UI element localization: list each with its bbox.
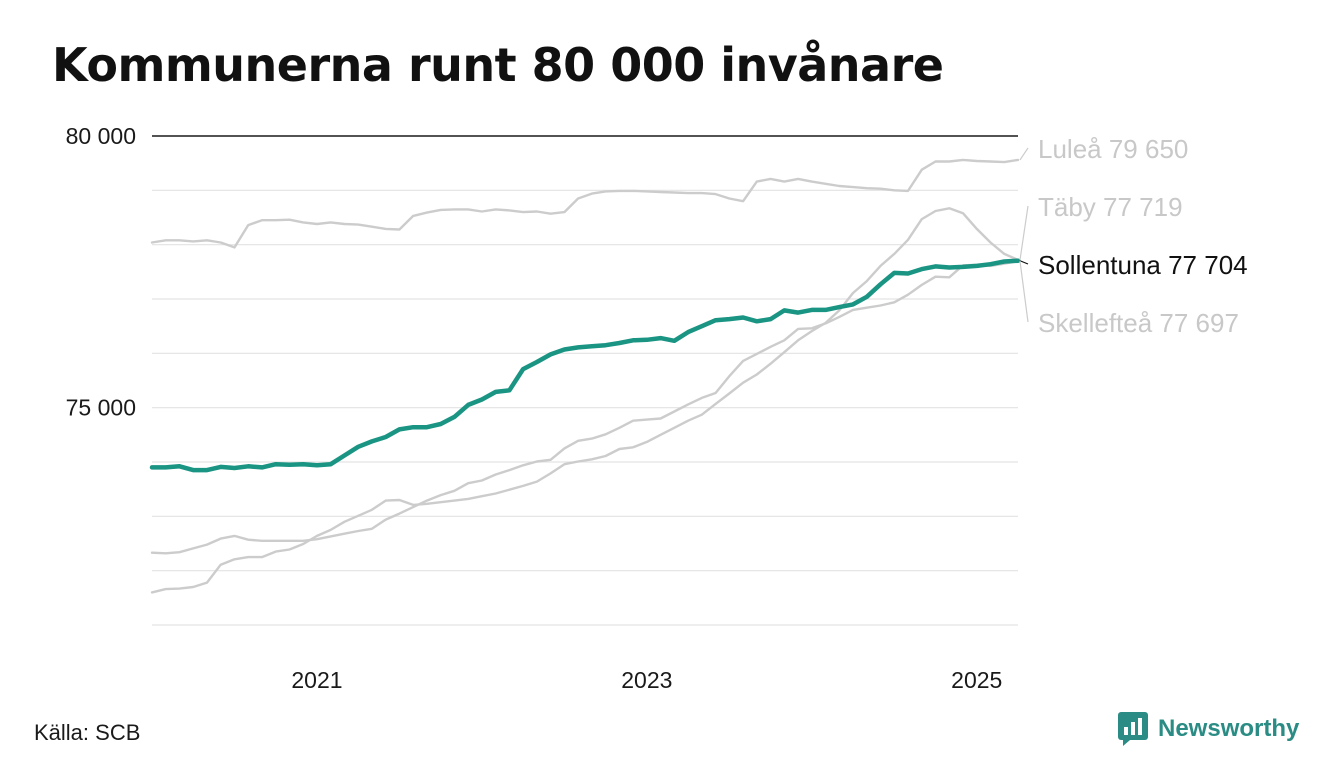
- series-label-luleå: Luleå 79 650: [1038, 134, 1188, 164]
- series-line-skellefteå: [150, 259, 1020, 555]
- source-note: Källa: SCB: [34, 720, 141, 745]
- series-label-täby: Täby 77 719: [1038, 192, 1183, 222]
- newsworthy-logo-icon: [1118, 712, 1148, 746]
- y-tick-label: 75 000: [66, 395, 136, 421]
- y-tick-label: 80 000: [66, 123, 136, 149]
- x-tick-label: 2021: [291, 667, 342, 693]
- leader-line: [1019, 260, 1029, 265]
- x-tick-label: 2023: [621, 667, 672, 693]
- labels-layer: 75 000 80 000 2021 2023 2025 Luleå 79 650 Täby…: [66, 123, 1248, 693]
- leader-line: [1019, 205, 1029, 261]
- leader-line: [1019, 261, 1029, 323]
- x-tick-label: 2025: [951, 667, 1002, 693]
- brand-name: Newsworthy: [1158, 715, 1300, 742]
- lines-layer: [149, 147, 1029, 594]
- series-line-täby: [150, 207, 1020, 594]
- series-label-sollentuna: Sollentuna 77 704: [1038, 250, 1248, 280]
- leader-line: [1019, 147, 1029, 161]
- series-line-sollentuna: [149, 258, 1021, 473]
- grid-layer: [152, 135, 1018, 626]
- series-label-skellefteå: Skellefteå 77 697: [1038, 308, 1239, 338]
- series-line-luleå: [150, 158, 1020, 249]
- brand-logo[interactable]: Newsworthy: [1118, 712, 1299, 746]
- chart-title: Kommunerna runt 80 000 invånare: [52, 38, 944, 92]
